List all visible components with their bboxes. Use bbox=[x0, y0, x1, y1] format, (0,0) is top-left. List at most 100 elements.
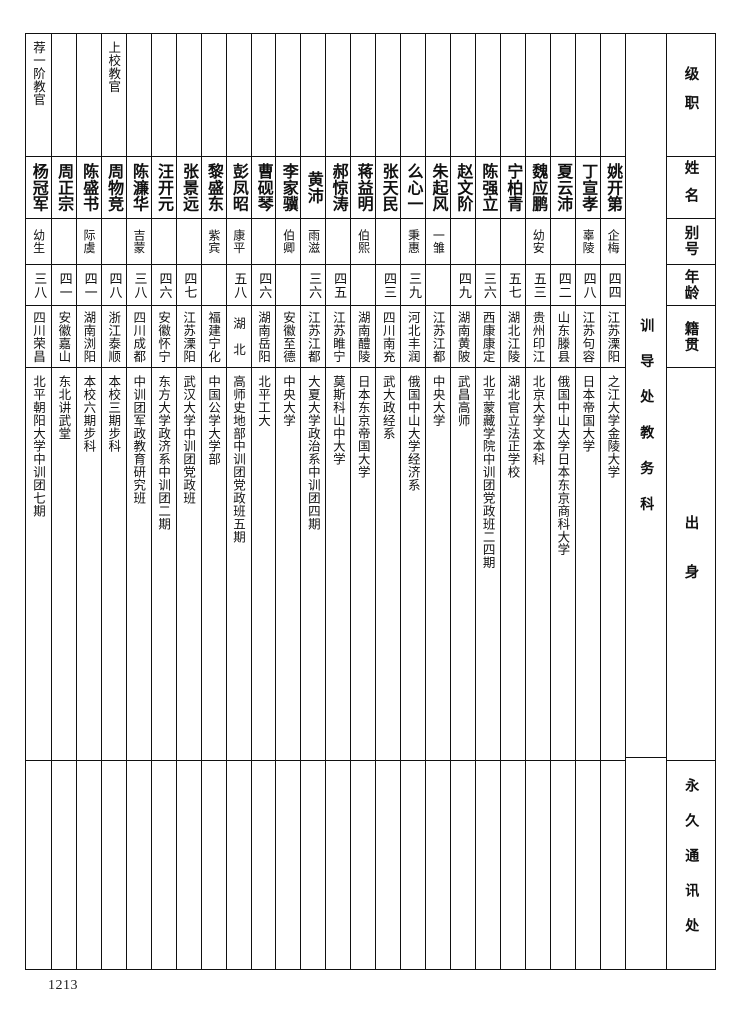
header-address-text: 永久通讯处 bbox=[683, 777, 700, 953]
record-name-text: 郝惊涛 bbox=[329, 162, 349, 212]
record-education: 东北讲武堂 bbox=[51, 367, 76, 760]
roster-record-column: 张天民 四三 四川南充 武大政经系 bbox=[375, 34, 401, 969]
record-age: 五三 bbox=[526, 263, 550, 306]
record-name: 陈濂华 bbox=[126, 155, 151, 218]
header-rank-text: 级职 bbox=[682, 65, 700, 124]
record-education-text: 日本东京帝国大学 bbox=[355, 375, 371, 479]
record-name-text: 黎盛东 bbox=[204, 162, 224, 212]
record-education: 武大政经系 bbox=[376, 367, 401, 760]
record-name-text: 曹砚琴 bbox=[254, 162, 274, 212]
record-birthplace-text: 湖南黄陂 bbox=[455, 311, 471, 363]
record-alias-text: 辜陵 bbox=[581, 228, 596, 254]
record-age-text: 四六 bbox=[256, 271, 272, 299]
record-address bbox=[401, 760, 426, 969]
record-alias: 幼安 bbox=[526, 217, 550, 264]
record-education-text: 湖北官立法正学校 bbox=[505, 375, 521, 479]
roster-record-column: 张景远 四七 江苏溧阳 武汉大学中训团党政班 bbox=[175, 34, 201, 969]
record-address bbox=[351, 760, 376, 969]
roster-record-column: 彭凤昭 康平 五八湖 北高师史地部中训团党政班五期 bbox=[225, 34, 251, 969]
record-name-text: 张天民 bbox=[379, 162, 399, 212]
record-alias-text: 际虞 bbox=[82, 228, 97, 254]
record-age-text: 四八 bbox=[580, 271, 596, 299]
roster-record-column: 上校教官 周物竞 四八 浙江泰顺 本校三期步科 bbox=[100, 34, 126, 969]
record-age-text: 三八 bbox=[131, 271, 147, 299]
record-age-text: 五三 bbox=[530, 271, 546, 299]
record-education-text: 高师史地部中训团党政班五期 bbox=[231, 375, 247, 544]
department-label-text: 训导处教务科 bbox=[638, 318, 655, 533]
record-age-text: 三八 bbox=[31, 271, 47, 299]
record-age: 四七 bbox=[176, 263, 201, 306]
roster-record-column: 陈强立 三六 西康康定 北平蒙藏学院中训团党政班二四期 bbox=[475, 34, 501, 969]
record-birthplace: 贵州印江 bbox=[526, 305, 550, 367]
record-rank bbox=[77, 34, 101, 156]
record-alias bbox=[501, 217, 525, 264]
record-birthplace: 江苏句容 bbox=[575, 305, 600, 367]
record-name: 张天民 bbox=[376, 155, 401, 218]
record-age: 三八 bbox=[126, 263, 151, 306]
record-birthplace: 四川成都 bbox=[126, 305, 151, 367]
table-header-column: 级职 姓名 别号 年龄 籍贯 出身 永久通讯处 bbox=[666, 34, 715, 969]
record-alias: 秉惠 bbox=[401, 217, 426, 264]
roster-record-column: 汪开元 四六 安徽怀宁 东方大学政济系中训团二期 bbox=[150, 34, 176, 969]
record-address bbox=[326, 760, 351, 969]
record-name: 汪开元 bbox=[151, 155, 176, 218]
record-rank bbox=[376, 34, 400, 156]
record-age: 四一 bbox=[51, 263, 76, 306]
record-address bbox=[176, 760, 201, 969]
record-rank bbox=[401, 34, 425, 156]
record-rank bbox=[177, 34, 201, 156]
record-education: 武汉大学中训团党政班 bbox=[176, 367, 201, 760]
roster-record-column: 宁柏青 五七 湖北江陵 湖北官立法正学校 bbox=[500, 34, 525, 969]
record-address bbox=[76, 760, 101, 969]
record-age-text: 四六 bbox=[156, 271, 172, 299]
record-address bbox=[151, 760, 176, 969]
record-education-text: 北京大学文本科 bbox=[530, 375, 546, 466]
record-alias bbox=[51, 217, 76, 264]
record-age: 四三 bbox=[376, 263, 401, 306]
record-alias bbox=[151, 217, 176, 264]
record-age: 五七 bbox=[501, 263, 525, 306]
record-education: 莫斯科山中大学 bbox=[326, 367, 351, 760]
record-birthplace: 江苏溧阳 bbox=[600, 305, 625, 367]
record-education-text: 日本帝国大学 bbox=[580, 375, 596, 453]
record-birthplace: 湖南醴陵 bbox=[351, 305, 376, 367]
record-alias-text: 康平 bbox=[231, 228, 246, 254]
record-name-text: 陈盛书 bbox=[80, 162, 100, 212]
record-birthplace: 福建宁化 bbox=[201, 305, 226, 367]
record-education-text: 武昌高师 bbox=[455, 375, 471, 428]
record-name-text: 朱起风 bbox=[429, 162, 449, 212]
record-education: 中央大学 bbox=[426, 367, 451, 760]
record-age: 四六 bbox=[251, 263, 276, 306]
record-name-text: 黄沛 bbox=[304, 170, 324, 204]
record-rank bbox=[326, 34, 350, 156]
record-birthplace-text: 安徽至德 bbox=[280, 311, 296, 363]
record-alias-text: 吉蒙 bbox=[131, 228, 146, 254]
record-address bbox=[476, 760, 501, 969]
record-rank-text: 上校教官 bbox=[106, 41, 122, 93]
record-name: 张景远 bbox=[176, 155, 201, 218]
record-age: 四八 bbox=[575, 263, 600, 306]
record-education: 北平朝阳大学中训团七期 bbox=[26, 367, 51, 760]
record-alias bbox=[326, 217, 351, 264]
record-alias: 一雏 bbox=[426, 217, 451, 264]
record-age-text: 三六 bbox=[480, 271, 496, 299]
record-name-text: 李家骥 bbox=[279, 162, 299, 212]
record-birthplace: 安徽嘉山 bbox=[51, 305, 76, 367]
record-alias: 紫宾 bbox=[201, 217, 226, 264]
record-rank bbox=[127, 34, 151, 156]
record-name: 蒋益明 bbox=[351, 155, 376, 218]
record-birthplace-text: 山东滕县 bbox=[555, 311, 571, 363]
record-birthplace-text: 江苏溧阳 bbox=[605, 311, 621, 363]
roster-record-column: 朱起风 一雏 江苏江都 中央大学 bbox=[425, 34, 451, 969]
record-education: 俄国中山大学经济系 bbox=[401, 367, 426, 760]
record-age bbox=[276, 263, 301, 306]
record-rank-text: 荐一阶教官 bbox=[30, 41, 46, 106]
record-birthplace: 安徽至德 bbox=[276, 305, 301, 367]
roster-record-column: 周正宗 四一 安徽嘉山 东北讲武堂 bbox=[50, 34, 76, 969]
record-name-text: 赵文阶 bbox=[454, 162, 474, 212]
record-age: 五八 bbox=[226, 263, 251, 306]
record-education: 东方大学政济系中训团二期 bbox=[151, 367, 176, 760]
record-education-text: 北平蒙藏学院中训团党政班二四期 bbox=[480, 375, 496, 570]
record-birthplace-text: 湖南浏阳 bbox=[81, 311, 97, 363]
record-education: 中央大学 bbox=[276, 367, 301, 760]
